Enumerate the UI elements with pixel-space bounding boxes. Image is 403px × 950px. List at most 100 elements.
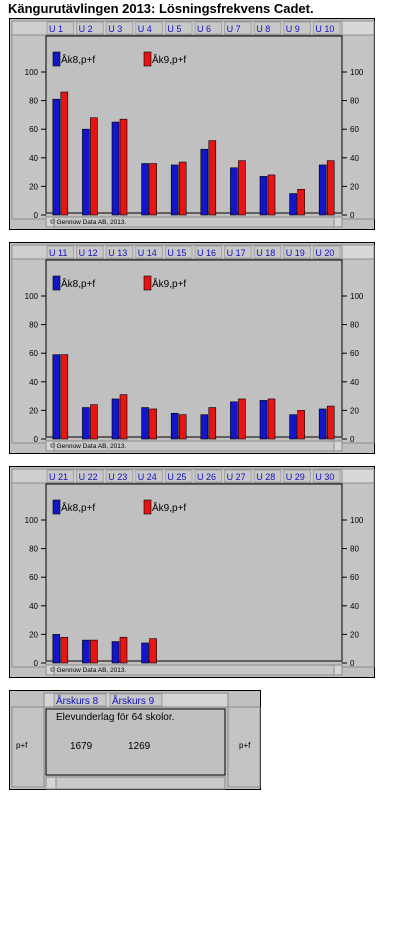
question-tab-U10[interactable]: [312, 21, 341, 35]
y-tick-label-left: 0: [34, 211, 39, 220]
question-tab-label: U 7: [227, 24, 241, 34]
question-tab-U18[interactable]: [253, 245, 282, 259]
question-tab-label: U 14: [138, 248, 157, 258]
question-tab-label: U 29: [286, 472, 305, 482]
y-tick-label-right: 40: [350, 378, 359, 387]
bar-ak8-U2: [82, 128, 90, 216]
copyright-note: © Gennow Data AB, 2013.: [50, 666, 127, 674]
y-tick-label-right: 100: [350, 292, 364, 301]
question-tab-U30[interactable]: [312, 469, 341, 483]
question-tab-U22[interactable]: [76, 469, 104, 483]
question-tab-U21[interactable]: [46, 469, 75, 483]
question-tab-label: U 28: [256, 472, 275, 482]
bar-ak8-U14: [141, 407, 149, 440]
bar-ak9-U10: [326, 160, 335, 216]
question-tab-U9[interactable]: [283, 21, 311, 35]
bar-ak9-U24: [149, 638, 157, 664]
question-tab-U3[interactable]: [105, 21, 134, 35]
page-title: Kängurutävlingen 2013: Lösningsfrekvens …: [8, 1, 314, 16]
y-tick-label-right: 80: [350, 545, 359, 554]
question-tab-label: U 13: [108, 248, 127, 258]
y-tick-label-left: 20: [29, 630, 38, 639]
bar-ak9-U15: [178, 414, 187, 440]
question-tab-U13[interactable]: [105, 245, 134, 259]
question-tab-U29[interactable]: [283, 469, 311, 483]
bar-ak8-U8: [259, 176, 268, 216]
y-tick-label-right: 80: [350, 97, 359, 106]
summary-note: Elevunderlag för 64 skolor.: [56, 712, 174, 723]
question-tab-U19[interactable]: [283, 245, 311, 259]
question-tab-U4[interactable]: [135, 21, 163, 35]
question-tab-U26[interactable]: [194, 469, 223, 483]
tab-arskurs-9[interactable]: [109, 693, 163, 707]
bar-ak9-U23: [119, 636, 128, 664]
question-tab-label: U 10: [315, 24, 334, 34]
question-tab-U1[interactable]: [46, 21, 75, 35]
tab-arskurs-8[interactable]: [53, 693, 107, 707]
legend-swatch-ak8: [52, 275, 61, 291]
chart-3-svg: U 21 U 22 U 23 U 24 U 25 U 26 U 27 U 28 U 29 U 30…: [11, 468, 375, 676]
y-tick-label-right: 40: [350, 602, 359, 611]
question-tab-U6[interactable]: [194, 21, 223, 35]
y-tick-label-left: 80: [29, 545, 38, 554]
bar-ak8-U16: [200, 414, 209, 440]
bar-ak8-U22: [82, 639, 90, 664]
summary-svg: Årskurs 8 Årskurs 9 p+f p+f Elevunderlag…: [11, 692, 261, 790]
question-tab-U27[interactable]: [224, 469, 252, 483]
question-tab-U15[interactable]: [164, 245, 193, 259]
question-tab-U28[interactable]: [253, 469, 282, 483]
y-tick-label-right: 80: [350, 321, 359, 330]
question-tab-U20[interactable]: [312, 245, 341, 259]
question-tab-U24[interactable]: [135, 469, 163, 483]
y-tick-label-left: 80: [29, 97, 38, 106]
y-tick-label-left: 100: [25, 68, 39, 77]
bar-ak8-U15: [170, 412, 179, 440]
bar-ak9-U19: [297, 410, 305, 440]
y-tick-label-right: 40: [350, 154, 359, 163]
question-tab-label: U 5: [167, 24, 181, 34]
question-tab-U7[interactable]: [224, 21, 252, 35]
question-tab-U5[interactable]: [164, 21, 193, 35]
question-tab-label: U 1: [49, 24, 63, 34]
question-tab-U25[interactable]: [164, 469, 193, 483]
question-tab-U17[interactable]: [224, 245, 252, 259]
question-tab-U2[interactable]: [76, 21, 104, 35]
y-tick-label-left: 40: [29, 378, 38, 387]
y-tick-label-left: 0: [34, 659, 39, 668]
bar-ak9-U9: [297, 188, 305, 216]
y-tick-label-left: 80: [29, 321, 38, 330]
y-tick-label-left: 20: [29, 182, 38, 191]
question-tab-U16[interactable]: [194, 245, 223, 259]
y-tick-label-left: 60: [29, 349, 38, 358]
bar-ak9-U13: [119, 394, 128, 440]
plot-area: [45, 483, 343, 662]
question-tab-label: U 12: [79, 248, 98, 258]
summary-panel: Årskurs 8 Årskurs 9 p+f p+f Elevunderlag…: [9, 690, 261, 790]
question-tab-label: U 16: [197, 248, 216, 258]
bar-ak9-U22: [90, 639, 98, 664]
question-tab-label: U 25: [167, 472, 186, 482]
y-tick-label-right: 60: [350, 125, 359, 134]
y-tick-label-right: 0: [350, 435, 355, 444]
y-tick-label-left: 20: [29, 406, 38, 415]
question-tab-label: U 19: [286, 248, 305, 258]
question-tab-label: U 26: [197, 472, 216, 482]
y-tick-label-left: 100: [25, 292, 39, 301]
y-tick-label-right: 20: [350, 630, 359, 639]
bar-ak9-U17: [238, 398, 246, 440]
bar-ak9-U1: [60, 91, 69, 216]
question-tab-U11[interactable]: [46, 245, 75, 259]
question-tab-U23[interactable]: [105, 469, 134, 483]
question-tab-U12[interactable]: [76, 245, 104, 259]
y-tick-label-right: 0: [350, 659, 355, 668]
bar-ak8-U5: [170, 164, 179, 216]
chart-1-svg: U 1 U 2 U 3 U 4 U 5 U 6 U 7 U 8 U 9 U 10 0 0 20 20 40 4…: [11, 20, 375, 228]
bar-ak8-U21: [52, 634, 61, 664]
chart-panel-3: U 21 U 22 U 23 U 24 U 25 U 26 U 27 U 28 U 29 U 30…: [9, 466, 375, 678]
question-tab-U8[interactable]: [253, 21, 282, 35]
y-tick-label-right: 60: [350, 349, 359, 358]
bar-ak9-U18: [267, 398, 276, 440]
bar-ak9-U7: [238, 160, 246, 216]
question-tab-U14[interactable]: [135, 245, 163, 259]
legend-swatch-ak9: [143, 51, 152, 67]
